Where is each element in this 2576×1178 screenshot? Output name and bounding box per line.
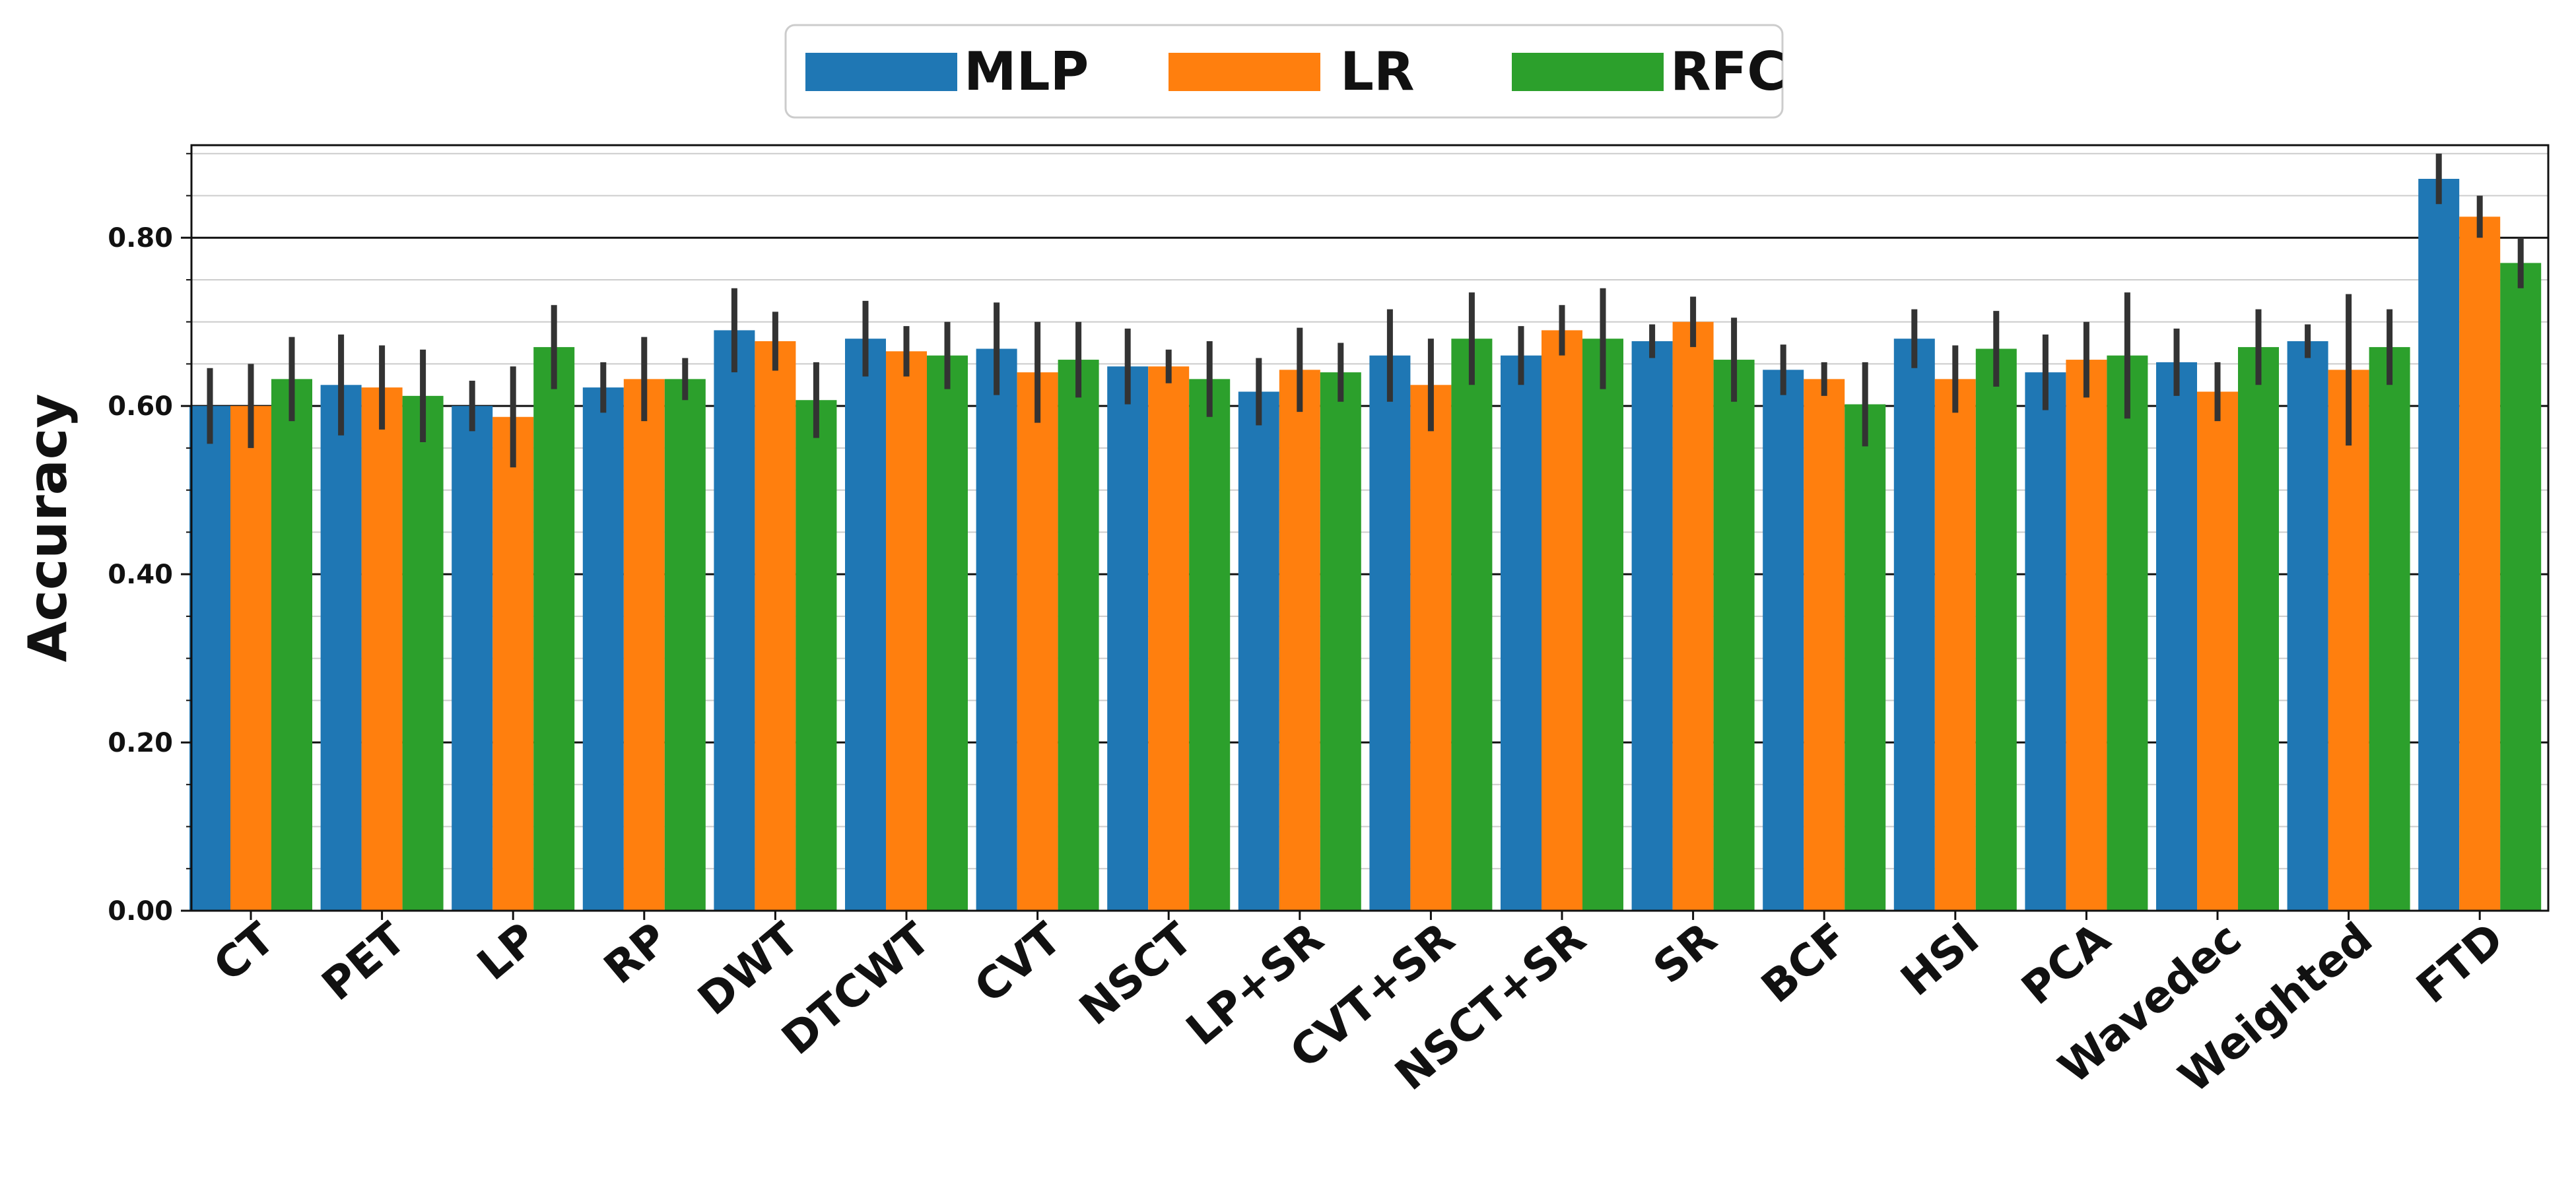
- legend: MLP LR RFC: [784, 24, 1786, 119]
- bar-rfc-nsct-plus-sr: [1582, 339, 1623, 911]
- legend-swatch-lr: [1169, 53, 1320, 91]
- bar-rfc-pet: [402, 395, 444, 911]
- bar-rfc-ct: [271, 379, 312, 911]
- y-tick-label: 0.80: [108, 223, 173, 253]
- bar-mlp-sr: [1631, 341, 1673, 911]
- bar-rfc-dwt: [796, 400, 837, 911]
- bar-rfc-pca: [2107, 355, 2148, 911]
- plot-frame: [190, 144, 2550, 912]
- bar-lr-pca: [2066, 360, 2107, 911]
- bar-lr-nsct: [1148, 366, 1190, 911]
- legend-swatch-rfc: [1512, 53, 1664, 91]
- bar-rfc-dtcwt: [927, 355, 968, 911]
- legend-label-lr: LR: [1340, 41, 1415, 102]
- x-tick-label: DTCWT: [772, 913, 939, 1064]
- bar-mlp-pca: [2025, 372, 2066, 911]
- bar-rfc-wavedec: [2238, 346, 2279, 911]
- bar-rfc-nsct: [1189, 379, 1231, 911]
- bar-mlp-ftd: [2418, 178, 2460, 911]
- bar-mlp-pet: [320, 385, 362, 911]
- bar-mlp-hsi: [1893, 339, 1935, 911]
- bar-rfc-cvt: [1058, 360, 1099, 911]
- x-tick-label: LP: [468, 913, 547, 990]
- bar-mlp-weighted: [2287, 341, 2328, 911]
- legend-swatch-mlp: [805, 53, 957, 91]
- bar-lr-hsi: [1934, 379, 1976, 911]
- legend-label-rfc: RFC: [1670, 41, 1786, 102]
- x-tick-label: PCA: [2012, 913, 2120, 1014]
- x-tick-label: DWT: [689, 913, 809, 1025]
- bar-rfc-weighted: [2369, 346, 2410, 911]
- y-tick-label: 0.00: [108, 896, 173, 927]
- x-tick-label: PET: [312, 913, 415, 1010]
- bar-mlp-cvt-plus-sr: [1369, 355, 1411, 911]
- bar-mlp-rp: [582, 387, 624, 911]
- bar-rfc-lp: [533, 346, 575, 911]
- y-tick-label: 0.20: [108, 728, 173, 758]
- bar-rfc-hsi: [1975, 348, 2017, 911]
- x-tick-label: CVT: [965, 913, 1071, 1013]
- y-tick-label: 0.40: [108, 560, 173, 590]
- x-tick-label: SR: [1644, 913, 1726, 993]
- bars: [189, 178, 2542, 911]
- bar-rfc-bcf: [1845, 404, 1886, 911]
- bar-mlp-dwt: [714, 330, 755, 911]
- y-tick-label: 0.60: [108, 391, 173, 422]
- bar-rfc-ftd: [2500, 263, 2542, 911]
- bar-mlp-lp-plus-sr: [1238, 391, 1279, 911]
- bar-mlp-wavedec: [2156, 362, 2197, 911]
- bar-lr-ftd: [2459, 216, 2501, 911]
- bar-lr-nsct-plus-sr: [1542, 330, 1582, 911]
- bar-lr-dwt: [755, 341, 796, 911]
- y-axis-ticks: 0.00 0.20 0.40 0.60 0.80: [108, 152, 191, 927]
- x-tick-label: FTD: [2407, 913, 2513, 1013]
- bar-rfc-rp: [664, 379, 706, 911]
- bar-lr-cvt-plus-sr: [1410, 385, 1452, 911]
- bar-lr-dtcwt: [886, 351, 927, 911]
- bar-mlp-nsct: [1107, 366, 1149, 911]
- legend-label-mlp: MLP: [964, 41, 1089, 102]
- x-tick-label: BCF: [1752, 913, 1858, 1012]
- bar-mlp-lp: [452, 406, 493, 911]
- bar-rfc-sr: [1713, 360, 1755, 911]
- bar-mlp-dtcwt: [845, 339, 886, 911]
- bar-lr-wavedec: [2197, 391, 2238, 911]
- x-tick-label: HSI: [1891, 913, 1988, 1006]
- bar-lr-cvt: [1017, 372, 1058, 911]
- bar-mlp-nsct-plus-sr: [1501, 355, 1542, 911]
- x-tick-label: CT: [204, 913, 284, 991]
- x-tick-label: RP: [595, 913, 677, 994]
- bar-rfc-cvt-plus-sr: [1451, 339, 1493, 911]
- bar-mlp-ct: [189, 406, 230, 911]
- bar-lr-ct: [230, 406, 271, 911]
- bar-lr-pet: [361, 387, 403, 911]
- bar-lr-lp: [492, 416, 534, 911]
- error-bars: [207, 153, 2524, 468]
- bar-mlp-cvt: [976, 348, 1017, 911]
- bar-mlp-bcf: [1763, 370, 1804, 911]
- bar-lr-weighted: [2328, 370, 2369, 911]
- bar-rfc-lp-plus-sr: [1320, 372, 1361, 911]
- bar-lr-lp-plus-sr: [1279, 370, 1320, 911]
- bar-lr-sr: [1672, 321, 1714, 911]
- bar-lr-bcf: [1804, 379, 1845, 911]
- bar-lr-rp: [623, 379, 665, 911]
- y-axis-label: Accuracy: [17, 394, 79, 663]
